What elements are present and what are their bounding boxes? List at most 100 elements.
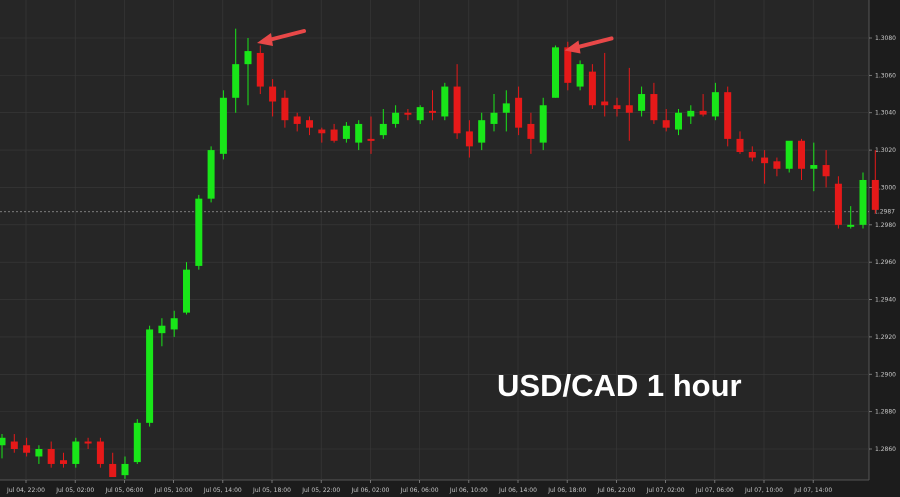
candle-body [699,110,707,115]
candle-up [72,437,80,468]
y-tick-label: 1.3020 [875,147,896,154]
candle-body [625,105,633,113]
x-tick-label: Jul 06, 18:00 [547,487,586,494]
candle-body [109,463,117,478]
candle-down [613,97,621,117]
candle-body [355,123,363,143]
candle-down [748,146,756,162]
candle-up [35,445,43,464]
candle-down [269,79,277,117]
y-axis-ticks: 1.2860 1.2880 1.2900 1.2920 1.2940 1.2960 1.29… [869,35,896,453]
candle-body [195,198,203,266]
y-tick-label: 1.2900 [875,371,896,378]
candle-body [859,179,867,225]
candle-body [0,437,6,446]
candle-body [429,110,436,113]
candle-body [47,449,55,464]
candle-down [798,138,805,180]
candle-body [736,138,744,152]
candle-body [539,105,547,143]
candle-body [515,97,523,128]
candle-down [724,86,732,147]
candle-body [785,140,793,169]
y-tick-label: 1.2960 [875,259,896,266]
grid [0,0,869,480]
candle-down [465,120,473,158]
candle-down [625,67,633,141]
candle-body [281,97,289,121]
candle-down [871,150,879,214]
candle-body [158,325,166,334]
candle-body [527,123,535,139]
candle-body [810,165,818,169]
x-tick-label: Jul 05, 02:00 [55,487,94,494]
candle-body [330,129,338,141]
candle-body [490,112,498,124]
candle-up [342,122,350,143]
candle-down [822,150,830,188]
x-axis-ticks: Jul 04, 22:00 Jul 05, 02:00 Jul 05, 06:00 J… [6,480,832,494]
candle-down [96,437,104,468]
candle-body [576,64,584,87]
candle-down [429,90,436,121]
candle-body [711,92,719,117]
y-tick-label: 1.3060 [875,72,896,79]
candle-body [293,116,301,124]
candle-body [367,138,375,141]
candle-down [318,127,326,143]
x-tick-label: Jul 05, 18:00 [252,487,291,494]
candle-body [761,157,769,164]
y-tick-label: 1.2940 [875,297,896,304]
candle-down [650,82,658,124]
candle-up [859,172,867,229]
candle-down [761,150,769,184]
candle-body [10,441,18,449]
candle-up [441,82,449,121]
x-tick-label: Jul 06, 10:00 [449,487,488,494]
candle-body [798,140,805,169]
candle-body [847,224,855,227]
candle-up [490,94,498,132]
candle-down [281,90,289,128]
candle-body [441,86,449,117]
annotation-arrow [257,29,306,46]
time-axis-panel [0,480,900,497]
candle-down [601,52,609,117]
candle-up [355,120,363,151]
candle-down [109,452,117,478]
candle-body [183,269,190,313]
candle-body [60,460,67,464]
candle-up [121,456,129,479]
arrow-head [564,40,581,54]
candle-up [392,105,400,128]
candle-body [871,179,879,210]
candle-up [502,90,510,132]
x-tick-label: Jul 06, 02:00 [350,487,389,494]
candle-down [699,94,707,117]
candle-body [404,112,412,115]
candle-down [256,45,264,95]
candle-body [269,86,277,102]
x-tick-label: Jul 05, 22:00 [301,487,340,494]
candle-body [35,449,43,457]
x-tick-label: Jul 07, 02:00 [646,487,685,494]
candle-body [72,441,80,464]
candle-up [785,140,793,173]
candle-body [613,105,621,109]
candle-down [60,452,67,468]
candle-up [416,105,424,124]
candle-up [183,262,190,315]
x-tick-label: Jul 06, 06:00 [400,487,439,494]
candle-body [318,129,326,134]
candle-up [711,82,719,121]
candle-body [96,441,104,464]
candle-body [834,183,842,225]
candle-up [675,108,682,136]
y-tick-label: 1.3040 [875,110,896,117]
candle-body [121,463,129,476]
candle-down [773,157,781,177]
candle-body [822,165,830,177]
candle-body [773,161,781,169]
arrow-head [257,33,273,46]
